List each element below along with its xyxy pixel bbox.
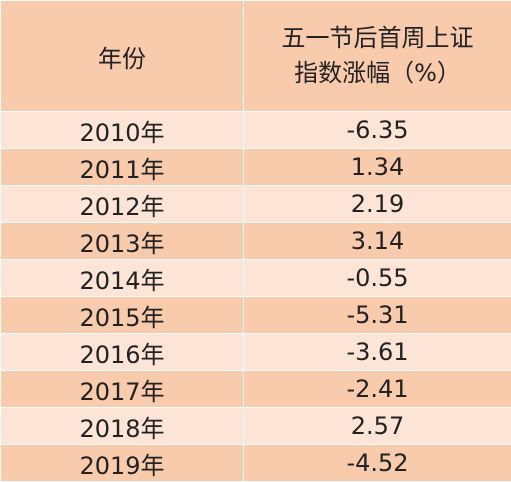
change-cell: -4.52 [243, 444, 511, 482]
change-cell: -0.55 [243, 259, 511, 297]
year-cell: 2014年 [0, 259, 244, 297]
table-row: 2010年 -6.35 [0, 111, 511, 149]
change-cell: -6.35 [243, 111, 511, 149]
year-cell: 2019年 [0, 444, 244, 482]
header-text: 年份 [98, 44, 146, 73]
change-cell: -2.41 [243, 370, 511, 408]
year-cell: 2015年 [0, 296, 244, 334]
year-cell: 2012年 [0, 185, 244, 223]
table-row: 2013年 3.14 [0, 222, 511, 260]
year-cell: 2011年 [0, 148, 244, 186]
header-row: 年份 五一节后首周上证指数涨幅（%） [0, 0, 511, 112]
year-cell: 2010年 [0, 111, 244, 149]
change-cell: 2.57 [243, 407, 511, 445]
table-row: 2015年 -5.31 [0, 296, 511, 334]
year-cell: 2013年 [0, 222, 244, 260]
table-body: 2010年 -6.35 2011年 1.34 2012年 2.19 2013年 3.14 201… [0, 111, 511, 482]
table-row: 2018年 2.57 [0, 407, 511, 445]
table-row: 2017年 -2.41 [0, 370, 511, 408]
table-row: 2011年 1.34 [0, 148, 511, 186]
year-cell: 2018年 [0, 407, 244, 445]
table-row: 2016年 -3.61 [0, 333, 511, 371]
header-cell: 年份 [0, 0, 244, 112]
change-cell: 2.19 [243, 185, 511, 223]
change-cell: 1.34 [243, 148, 511, 186]
year-cell: 2017年 [0, 370, 244, 408]
header-text: 五一节后首周上证指数涨幅（%） [281, 24, 474, 87]
header-cell: 五一节后首周上证指数涨幅（%） [243, 0, 511, 112]
table-row: 2014年 -0.55 [0, 259, 511, 297]
change-cell: -3.61 [243, 333, 511, 371]
year-cell: 2016年 [0, 333, 244, 371]
table-row: 2012年 2.19 [0, 185, 511, 223]
table-row: 2019年 -4.52 [0, 444, 511, 482]
change-cell: 3.14 [243, 222, 511, 260]
change-cell: -5.31 [243, 296, 511, 334]
